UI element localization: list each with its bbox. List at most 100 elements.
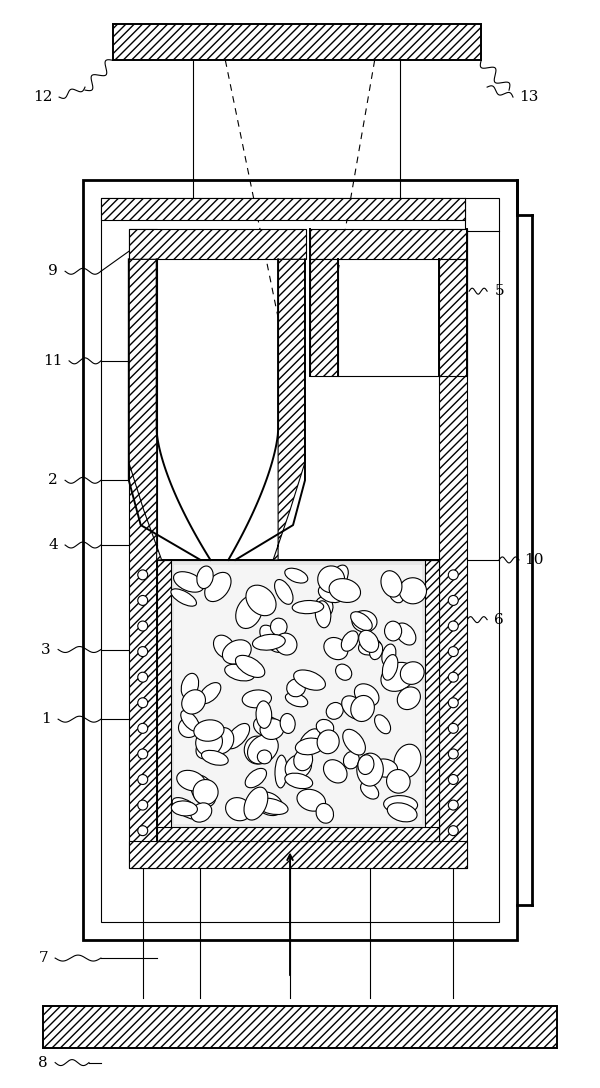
Circle shape — [138, 775, 148, 784]
Ellipse shape — [226, 724, 250, 749]
Circle shape — [138, 697, 148, 707]
Ellipse shape — [315, 601, 331, 628]
Bar — [129, 230, 306, 259]
Ellipse shape — [286, 693, 308, 707]
Bar — [101, 198, 499, 923]
Ellipse shape — [285, 568, 308, 583]
Ellipse shape — [244, 737, 271, 764]
Ellipse shape — [202, 751, 228, 765]
Ellipse shape — [275, 755, 287, 788]
Ellipse shape — [355, 684, 379, 706]
Ellipse shape — [361, 782, 379, 799]
Ellipse shape — [394, 744, 421, 778]
Ellipse shape — [343, 752, 359, 769]
Text: 5: 5 — [494, 284, 504, 298]
Ellipse shape — [242, 690, 271, 708]
Ellipse shape — [257, 750, 272, 764]
Ellipse shape — [196, 733, 223, 758]
Ellipse shape — [236, 595, 262, 629]
Circle shape — [448, 749, 458, 759]
Circle shape — [138, 570, 148, 580]
Circle shape — [138, 595, 148, 605]
Ellipse shape — [197, 566, 213, 589]
Ellipse shape — [358, 755, 374, 775]
Ellipse shape — [317, 730, 339, 754]
Circle shape — [448, 570, 458, 580]
Ellipse shape — [371, 759, 398, 777]
Circle shape — [138, 621, 148, 631]
Circle shape — [448, 646, 458, 656]
Ellipse shape — [245, 768, 266, 788]
Text: 3: 3 — [41, 643, 51, 656]
Ellipse shape — [226, 798, 251, 820]
Circle shape — [448, 826, 458, 836]
Ellipse shape — [193, 780, 218, 805]
Bar — [439, 259, 467, 375]
Ellipse shape — [318, 566, 344, 593]
Circle shape — [138, 749, 148, 759]
Ellipse shape — [315, 596, 333, 617]
Ellipse shape — [271, 618, 287, 635]
Bar — [129, 841, 467, 868]
Bar — [310, 259, 338, 375]
Ellipse shape — [374, 715, 391, 733]
Ellipse shape — [223, 640, 251, 664]
Ellipse shape — [299, 729, 320, 753]
Text: 12: 12 — [34, 90, 53, 104]
Bar — [439, 230, 467, 868]
Ellipse shape — [171, 589, 196, 606]
Ellipse shape — [395, 623, 416, 645]
Text: 13: 13 — [519, 90, 539, 104]
Ellipse shape — [254, 792, 283, 816]
Text: 1: 1 — [41, 713, 51, 726]
Circle shape — [448, 595, 458, 605]
Ellipse shape — [335, 664, 352, 680]
Polygon shape — [129, 259, 161, 560]
Ellipse shape — [214, 635, 235, 658]
Ellipse shape — [285, 774, 313, 789]
Bar — [157, 560, 170, 841]
Ellipse shape — [246, 585, 276, 616]
Ellipse shape — [397, 687, 421, 709]
Ellipse shape — [370, 642, 383, 659]
Bar — [83, 180, 517, 940]
Ellipse shape — [293, 670, 325, 690]
Ellipse shape — [319, 584, 344, 603]
Ellipse shape — [343, 729, 365, 755]
Ellipse shape — [359, 639, 381, 655]
Bar — [425, 560, 439, 841]
Ellipse shape — [181, 710, 200, 731]
Ellipse shape — [275, 580, 293, 604]
Circle shape — [138, 724, 148, 733]
Ellipse shape — [196, 729, 223, 755]
Circle shape — [448, 697, 458, 707]
Circle shape — [448, 800, 458, 811]
Ellipse shape — [341, 631, 358, 652]
Text: 6: 6 — [494, 613, 504, 627]
Ellipse shape — [326, 703, 343, 719]
Circle shape — [448, 621, 458, 631]
Ellipse shape — [323, 759, 347, 783]
Circle shape — [448, 672, 458, 682]
Ellipse shape — [260, 626, 284, 653]
Ellipse shape — [381, 571, 402, 597]
Ellipse shape — [381, 663, 415, 691]
Bar — [101, 198, 465, 220]
Ellipse shape — [181, 673, 199, 698]
Ellipse shape — [341, 696, 365, 719]
Polygon shape — [273, 259, 305, 560]
Ellipse shape — [352, 610, 377, 632]
Ellipse shape — [199, 682, 221, 704]
Bar — [310, 230, 467, 259]
Ellipse shape — [400, 662, 424, 684]
Bar — [157, 560, 439, 841]
Ellipse shape — [255, 799, 288, 815]
Ellipse shape — [295, 738, 323, 755]
Bar — [157, 827, 439, 841]
Text: 11: 11 — [43, 354, 63, 368]
Ellipse shape — [359, 630, 379, 653]
Ellipse shape — [177, 770, 205, 791]
Ellipse shape — [235, 655, 265, 678]
Ellipse shape — [182, 690, 205, 714]
Ellipse shape — [324, 638, 348, 659]
